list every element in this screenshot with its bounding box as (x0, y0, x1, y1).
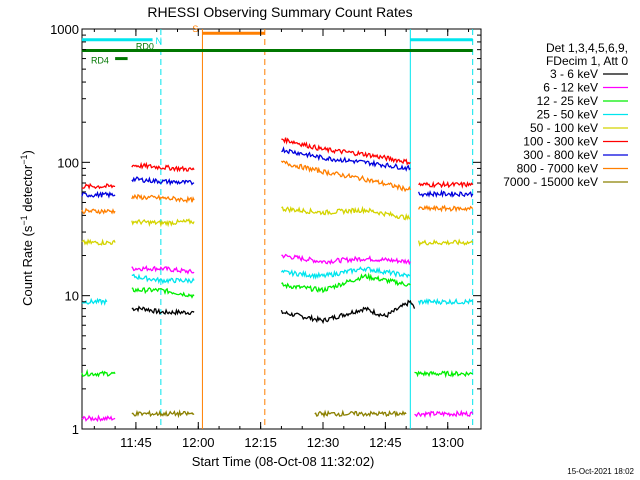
flag-s-label: S (192, 24, 198, 34)
series-100-300-kev-segment-2 (131, 161, 195, 173)
flag-rd0-label: RD0 (136, 41, 154, 51)
series-7000-15000-kev-segment-1 (131, 409, 195, 419)
series-25-50-kev-segment-4 (417, 297, 474, 306)
legend-label-3-6-kev: 3 - 6 keV (550, 67, 598, 81)
series-7000-15000-kev-segment-2 (314, 409, 407, 419)
series-12-25-kev-segment-3 (281, 272, 411, 294)
y-axis-label-exp2: −1 (19, 155, 29, 165)
footer-date: 15-Oct-2021 18:02 (567, 467, 634, 476)
series-6-12-kev-segment-4 (414, 409, 474, 419)
series-300-800-kev-segment-3 (281, 146, 411, 172)
y-axis-label-exp: −1 (19, 215, 29, 225)
y-axis-label-main: Count Rate (s (20, 225, 35, 306)
plot-area: N S RD0 RD4 (81, 24, 482, 430)
legend: Det 1,3,4,5,6,9, FDecim 1, Att 0 3 - 6 k… (503, 41, 628, 189)
legend-label-100-300-kev: 100 - 300 keV (523, 135, 598, 149)
series-12-25-kev-segment-1 (81, 368, 116, 378)
y-tick-label-10: 10 (65, 289, 79, 304)
chart-title: RHESSI Observing Summary Count Rates (147, 4, 412, 20)
x-axis: 11:45 12:00 12:15 12:30 12:45 13:00 (93, 29, 470, 450)
series-3-6-kev-segment-1 (131, 305, 195, 316)
series-12-25-kev-segment-4 (414, 369, 473, 379)
y-tick-label-100: 100 (57, 155, 79, 170)
x-tick-label-12-30: 12:30 (307, 435, 340, 450)
flag-rd4-label: RD4 (91, 56, 109, 66)
x-tick-label-12-00: 12:00 (182, 435, 215, 450)
legend-label-7000-15000-kev: 7000 - 15000 keV (503, 175, 598, 189)
y-tick-label-1: 1 (72, 422, 79, 437)
series-25-50-kev-segment-1 (81, 297, 108, 306)
series-25-50-kev-segment-3 (280, 266, 411, 280)
y-tick-label-1000: 1000 (50, 22, 79, 37)
series-6-12-kev-segment-3 (281, 253, 411, 266)
series-12-25-kev-segment-2 (131, 287, 195, 299)
y-axis-label-end: ) (20, 150, 35, 154)
series-6-12-kev-segment-1 (81, 414, 116, 423)
y-axis-label-middle: detector (20, 164, 35, 215)
series-6-12-kev-segment-2 (131, 264, 195, 275)
x-tick-label-12-15: 12:15 (244, 435, 277, 450)
series-50-100-kev-segment-4 (417, 238, 474, 247)
plot-frame (81, 28, 482, 430)
series-300-800-kev-segment-1 (81, 190, 116, 199)
series-800-7000-kev-segment-2 (131, 193, 195, 204)
series-100-300-kev-segment-4 (418, 180, 474, 189)
flag-n-label: N (156, 36, 163, 46)
series-50-100-kev-segment-2 (131, 218, 195, 228)
legend-label-25-50-kev: 25 - 50 keV (537, 108, 598, 122)
series-800-7000-kev-segment-3 (280, 160, 411, 193)
series-800-7000-kev-segment-4 (418, 204, 474, 213)
y-axis-label: Count Rate (s−1 detector−1) (19, 150, 35, 306)
series-50-100-kev-segment-3 (281, 205, 411, 221)
series-50-100-kev-segment-1 (81, 238, 116, 246)
series-100-300-kev-segment-3 (281, 137, 411, 166)
y-axis: 1 10 100 1000 (50, 22, 481, 437)
legend-label-50-100-kev: 50 - 100 keV (530, 121, 598, 135)
x-tick-label-11-45: 11:45 (120, 435, 152, 450)
legend-header-line-2: FDecim 1, Att 0 (546, 54, 628, 68)
series-800-7000-kev-segment-1 (81, 207, 116, 215)
legend-label-6-12-kev: 6 - 12 keV (543, 81, 598, 95)
legend-header-line-1: Det 1,3,4,5,6,9, (546, 41, 628, 55)
x-axis-label: Start Time (08-Oct-08 11:32:02) (192, 454, 375, 469)
legend-label-300-800-kev: 300 - 800 keV (523, 148, 598, 162)
series-300-800-kev-segment-4 (417, 189, 474, 199)
x-tick-label-13-00: 13:00 (431, 435, 464, 450)
x-tick-label-12-45: 12:45 (369, 435, 402, 450)
series-3-6-kev-segment-2 (280, 299, 416, 325)
series-100-300-kev-segment-1 (81, 182, 116, 190)
legend-label-12-25-kev: 12 - 25 keV (537, 94, 598, 108)
series-300-800-kev-segment-2 (131, 176, 195, 186)
legend-label-800-7000-kev: 800 - 7000 keV (517, 162, 598, 176)
series-25-50-kev-segment-2 (131, 273, 195, 285)
